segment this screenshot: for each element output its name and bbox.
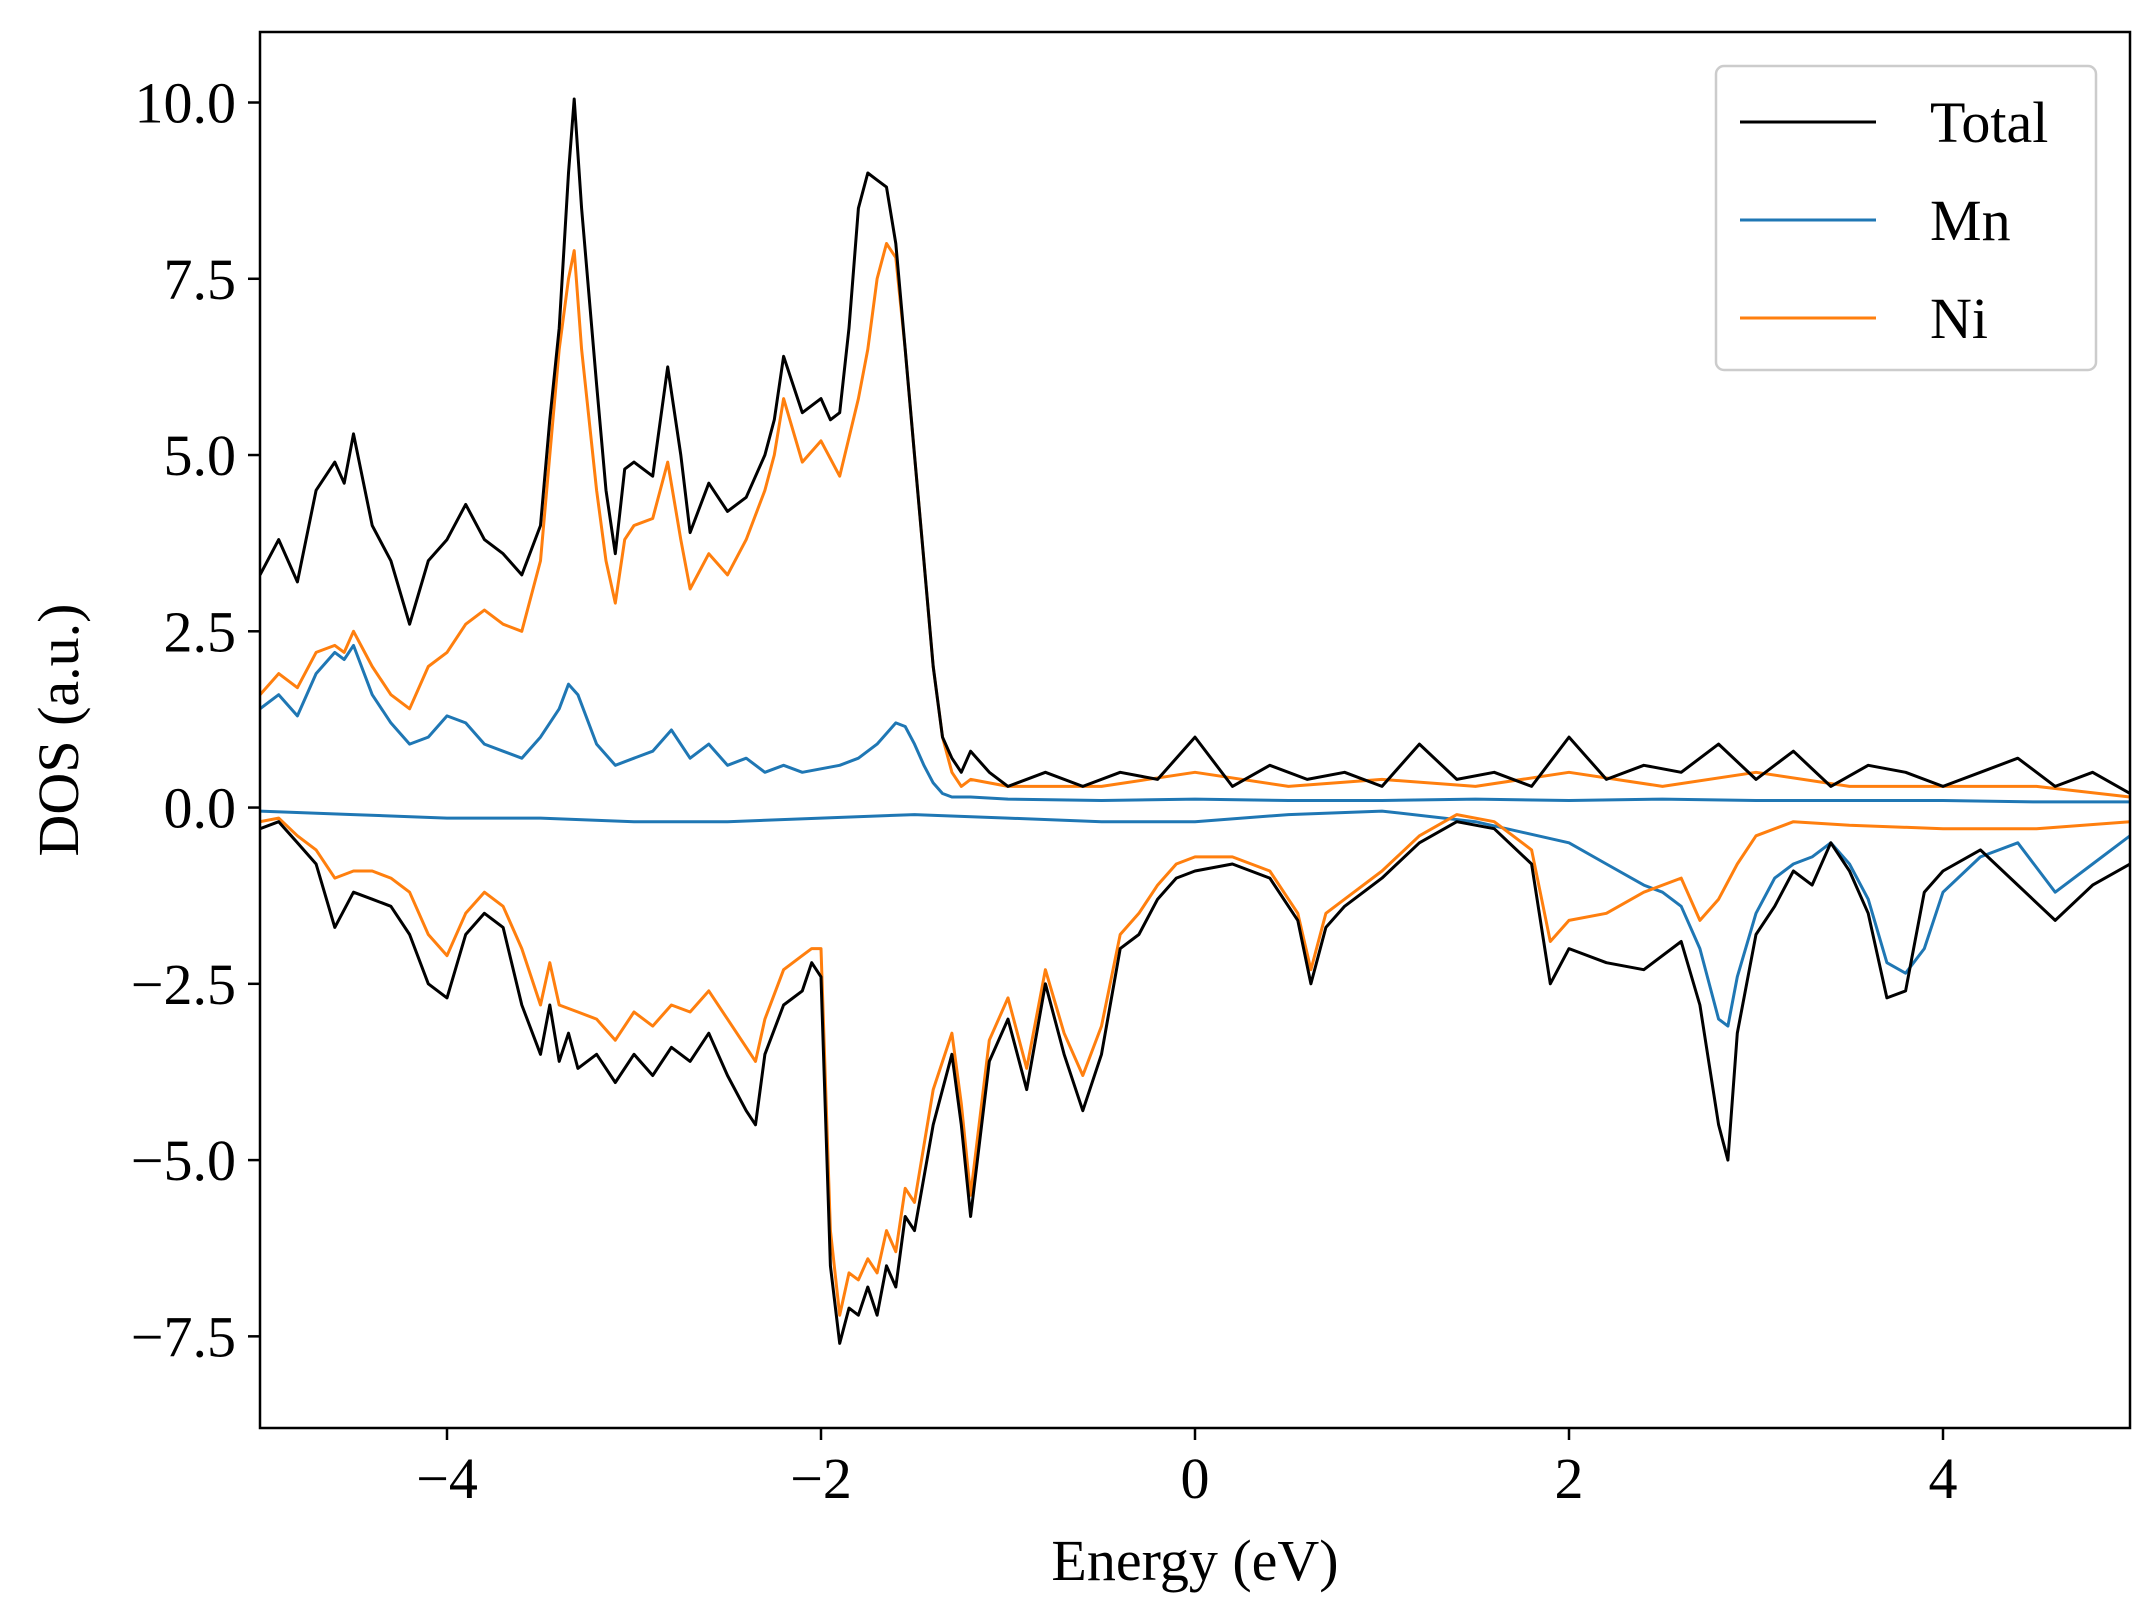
y-tick-label: −2.5 [131,952,236,1017]
series-line-ni-up [260,242,2130,799]
series-line-total-up [260,97,2130,795]
series-line-mn-up [260,643,2130,804]
y-tick-label: 5.0 [164,423,237,488]
x-tick-label: 0 [1181,1446,1210,1511]
series-line-total-down [260,820,2130,1345]
y-tick-label: 7.5 [164,247,237,312]
x-axis-label: Energy (eV) [1051,1528,1338,1593]
x-tick-label: −4 [416,1446,478,1511]
x-tick-label: 2 [1555,1446,1584,1511]
y-tick-label: −7.5 [131,1304,236,1369]
legend-label-mn: Mn [1930,188,2011,253]
x-tick-label: −2 [790,1446,852,1511]
legend-box [1714,64,2098,372]
legend: Total Mn Ni [1714,64,2098,372]
y-tick-label: 2.5 [164,599,237,664]
y-axis-label: DOS (a.u.) [26,604,91,857]
y-tick-label: −5.0 [131,1128,236,1193]
x-axis: −4 −2 0 2 4 [416,1428,1958,1511]
legend-label-ni: Ni [1930,286,1988,351]
series-line-ni-down [260,813,2130,1317]
series-line-mn-down [260,809,2130,1028]
y-axis: −7.5 −5.0 −2.5 0.0 2.5 5.0 7.5 10.0 [131,71,260,1369]
legend-label-total: Total [1930,90,2048,155]
x-tick-label: 4 [1929,1446,1958,1511]
series-layer [260,97,2130,1345]
y-tick-label: 10.0 [135,71,237,136]
y-tick-label: 0.0 [164,776,237,841]
